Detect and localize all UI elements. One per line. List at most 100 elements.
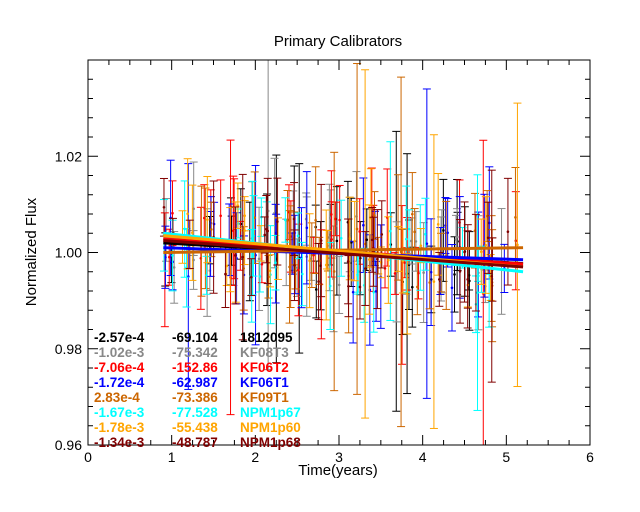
data-point-kf06t2 — [171, 211, 174, 215]
legend-slope-npm1p60: -1.78e-3 — [94, 420, 145, 435]
x-tick-label: 1 — [168, 449, 176, 465]
data-point-kf06t1 — [429, 270, 433, 274]
data-point-kf06t1 — [305, 226, 309, 230]
data-point-npm1p60 — [436, 223, 440, 226]
x-axis-label: Time(years) — [298, 462, 377, 479]
data-point-npm1p67 — [300, 272, 304, 276]
data-point-npm1p67 — [339, 236, 343, 240]
data-point-npm1p68 — [376, 257, 379, 261]
data-point-npm1p68 — [463, 250, 466, 254]
data-point-npm1p60 — [186, 212, 189, 216]
data-point-npm1p60 — [191, 231, 194, 235]
legend-name-npm1p67: NPM1p67 — [240, 405, 301, 420]
plot-area — [87, 59, 591, 446]
data-point-kf06t1 — [274, 231, 278, 235]
x-tick-label: 3 — [335, 449, 343, 465]
data-point-1812095 — [335, 239, 339, 243]
data-point-npm1p68 — [358, 285, 362, 289]
data-point-npm1p67 — [328, 284, 332, 288]
legend-slope-kf06t2: -7.06e-4 — [94, 360, 145, 375]
data-point-npm1p60 — [516, 243, 519, 247]
data-point-kf08t3 — [414, 240, 418, 243]
legend-name-kf09t1: KF09T1 — [240, 390, 289, 405]
chart-title: Primary Calibrators — [274, 33, 402, 50]
data-point-npm1p60 — [236, 204, 240, 208]
data-point-npm1p67 — [424, 232, 427, 236]
legend-slope-kf06t1: -1.72e-4 — [94, 375, 145, 390]
data-point-npm1p60 — [353, 239, 356, 243]
data-point-npm1p68 — [319, 239, 323, 242]
data-point-1812095 — [314, 288, 318, 291]
data-point-npm1p60 — [268, 269, 272, 273]
data-point-kf06t2 — [219, 214, 222, 218]
data-point-npm1p60 — [206, 218, 209, 221]
data-point-kf08t3 — [192, 207, 195, 211]
data-point-npm1p67 — [407, 227, 411, 231]
data-point-npm1p60 — [479, 250, 483, 253]
data-point-npm1p68 — [466, 278, 469, 281]
data-point-npm1p67 — [274, 261, 277, 265]
data-point-npm1p67 — [356, 270, 360, 273]
legend-name-kf06t1: KF06T1 — [240, 375, 289, 390]
data-point-npm1p68 — [437, 278, 441, 281]
data-point-npm1p68 — [266, 229, 270, 233]
data-point-npm1p60 — [348, 237, 352, 240]
data-point-npm1p60 — [243, 214, 246, 218]
data-point-npm1p68 — [380, 233, 384, 236]
data-point-npm1p68 — [347, 284, 350, 288]
legend-name-npm1p68: NPM1p68 — [240, 435, 301, 450]
legend-name-kf08t3: KF08T3 — [240, 345, 289, 360]
data-point-npm1p67 — [389, 229, 392, 233]
legend-intercept-npm1p67: -77.528 — [172, 405, 218, 420]
data-point-kf06t2 — [338, 218, 341, 222]
x-tick-label: 0 — [84, 449, 92, 465]
data-point-npm1p68 — [292, 217, 296, 221]
data-point-kf08t3 — [422, 271, 425, 274]
y-tick-label: 0.96 — [55, 437, 82, 453]
data-point-npm1p68 — [293, 263, 296, 267]
data-point-kf09t1 — [332, 270, 336, 273]
data-point-npm1p68 — [370, 238, 374, 242]
data-point-1812095 — [410, 285, 414, 289]
data-point-npm1p68 — [263, 233, 267, 237]
data-point-kf06t2 — [167, 255, 171, 259]
data-point-kf06t2 — [403, 261, 407, 264]
data-point-kf09t1 — [286, 218, 289, 222]
x-tick-label: 5 — [502, 449, 510, 465]
data-point-kf09t1 — [210, 228, 213, 231]
data-point-npm1p60 — [225, 264, 229, 268]
y-tick-label: 0.98 — [55, 341, 82, 357]
data-point-npm1p68 — [506, 230, 510, 233]
data-point-kf06t1 — [425, 242, 429, 245]
x-tick-label: 6 — [586, 449, 594, 465]
data-point-1812095 — [442, 229, 445, 232]
legend-name-kf06t2: KF06T2 — [240, 360, 289, 375]
data-point-npm1p67 — [251, 236, 255, 240]
data-point-npm1p67 — [284, 218, 287, 222]
legend-intercept-kf06t2: -152.86 — [172, 360, 218, 375]
data-point-kf06t1 — [164, 255, 167, 259]
legend-intercept-kf09t1: -73.386 — [172, 390, 218, 405]
data-point-kf09t1 — [514, 216, 517, 219]
data-point-npm1p67 — [171, 254, 174, 257]
data-point-npm1p68 — [224, 272, 227, 276]
data-point-kf09t1 — [373, 214, 376, 217]
stats-legend: -2.57e-4 -69.104 1812095 -1.02e-3 -75.342 KF0… — [94, 330, 301, 450]
data-point-kf08t3 — [328, 236, 331, 239]
axis-ticks: 0 1 2 3 4 5 6 0.96 0.98 1.00 1.02 — [55, 60, 594, 465]
data-point-npm1p68 — [241, 255, 245, 259]
data-point-npm1p67 — [296, 234, 300, 238]
data-point-kf09t1 — [399, 250, 403, 254]
legend-intercept-npm1p68: -48.787 — [172, 435, 218, 450]
data-point-1812095 — [365, 238, 369, 242]
legend-intercept-kf08t3: -75.342 — [172, 345, 218, 360]
data-point-kf06t2 — [358, 230, 362, 233]
legend-slope-kf09t1: 2.83e-4 — [94, 390, 140, 405]
data-point-npm1p68 — [249, 275, 253, 279]
data-point-kf06t1 — [446, 231, 449, 235]
y-tick-label: 1.00 — [55, 245, 82, 261]
fit-line-npm1p68 — [163, 238, 524, 269]
y-axis-label: Normalized Flux — [23, 197, 40, 306]
legend-slope-npm1p67: -1.67e-3 — [94, 405, 145, 420]
